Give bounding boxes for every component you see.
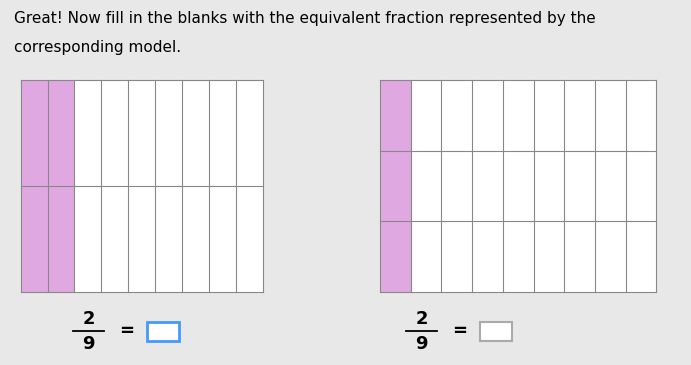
Bar — [595, 80, 626, 151]
Bar — [533, 222, 565, 292]
Bar — [626, 151, 656, 222]
Bar — [155, 80, 182, 186]
Bar — [410, 222, 442, 292]
Bar — [380, 151, 410, 222]
Bar — [533, 80, 565, 151]
Bar — [155, 186, 182, 292]
Bar — [380, 222, 410, 292]
Bar — [75, 80, 102, 186]
FancyBboxPatch shape — [147, 322, 179, 341]
Bar — [472, 222, 503, 292]
Bar — [209, 80, 236, 186]
Bar — [129, 186, 155, 292]
Bar — [565, 151, 595, 222]
Bar — [442, 80, 472, 151]
Bar — [236, 186, 263, 292]
Bar — [236, 80, 263, 186]
Bar — [533, 151, 565, 222]
Bar — [626, 222, 656, 292]
Bar — [595, 222, 626, 292]
Text: 2: 2 — [82, 311, 95, 328]
Text: 2: 2 — [415, 311, 428, 328]
Bar — [380, 80, 410, 151]
Bar — [565, 222, 595, 292]
Bar — [410, 151, 442, 222]
Bar — [102, 186, 129, 292]
Bar — [442, 151, 472, 222]
Bar — [21, 80, 48, 186]
Bar — [472, 80, 503, 151]
Bar — [21, 186, 48, 292]
Bar — [503, 80, 533, 151]
Bar — [565, 80, 595, 151]
Text: 9: 9 — [415, 335, 428, 353]
Bar — [472, 151, 503, 222]
Text: =: = — [453, 322, 468, 340]
FancyBboxPatch shape — [480, 322, 512, 341]
Bar — [503, 151, 533, 222]
Bar — [48, 80, 75, 186]
Bar — [442, 222, 472, 292]
Bar — [410, 80, 442, 151]
Text: =: = — [120, 322, 135, 340]
Bar — [48, 186, 75, 292]
Bar — [129, 80, 155, 186]
Text: Great! Now fill in the blanks with the equivalent fraction represented by the: Great! Now fill in the blanks with the e… — [14, 11, 596, 26]
Bar — [102, 80, 129, 186]
Bar — [182, 80, 209, 186]
Bar — [75, 186, 102, 292]
Bar — [209, 186, 236, 292]
Bar — [595, 151, 626, 222]
Text: 9: 9 — [82, 335, 95, 353]
Bar — [626, 80, 656, 151]
Bar — [503, 222, 533, 292]
Bar — [182, 186, 209, 292]
Text: corresponding model.: corresponding model. — [14, 40, 181, 55]
